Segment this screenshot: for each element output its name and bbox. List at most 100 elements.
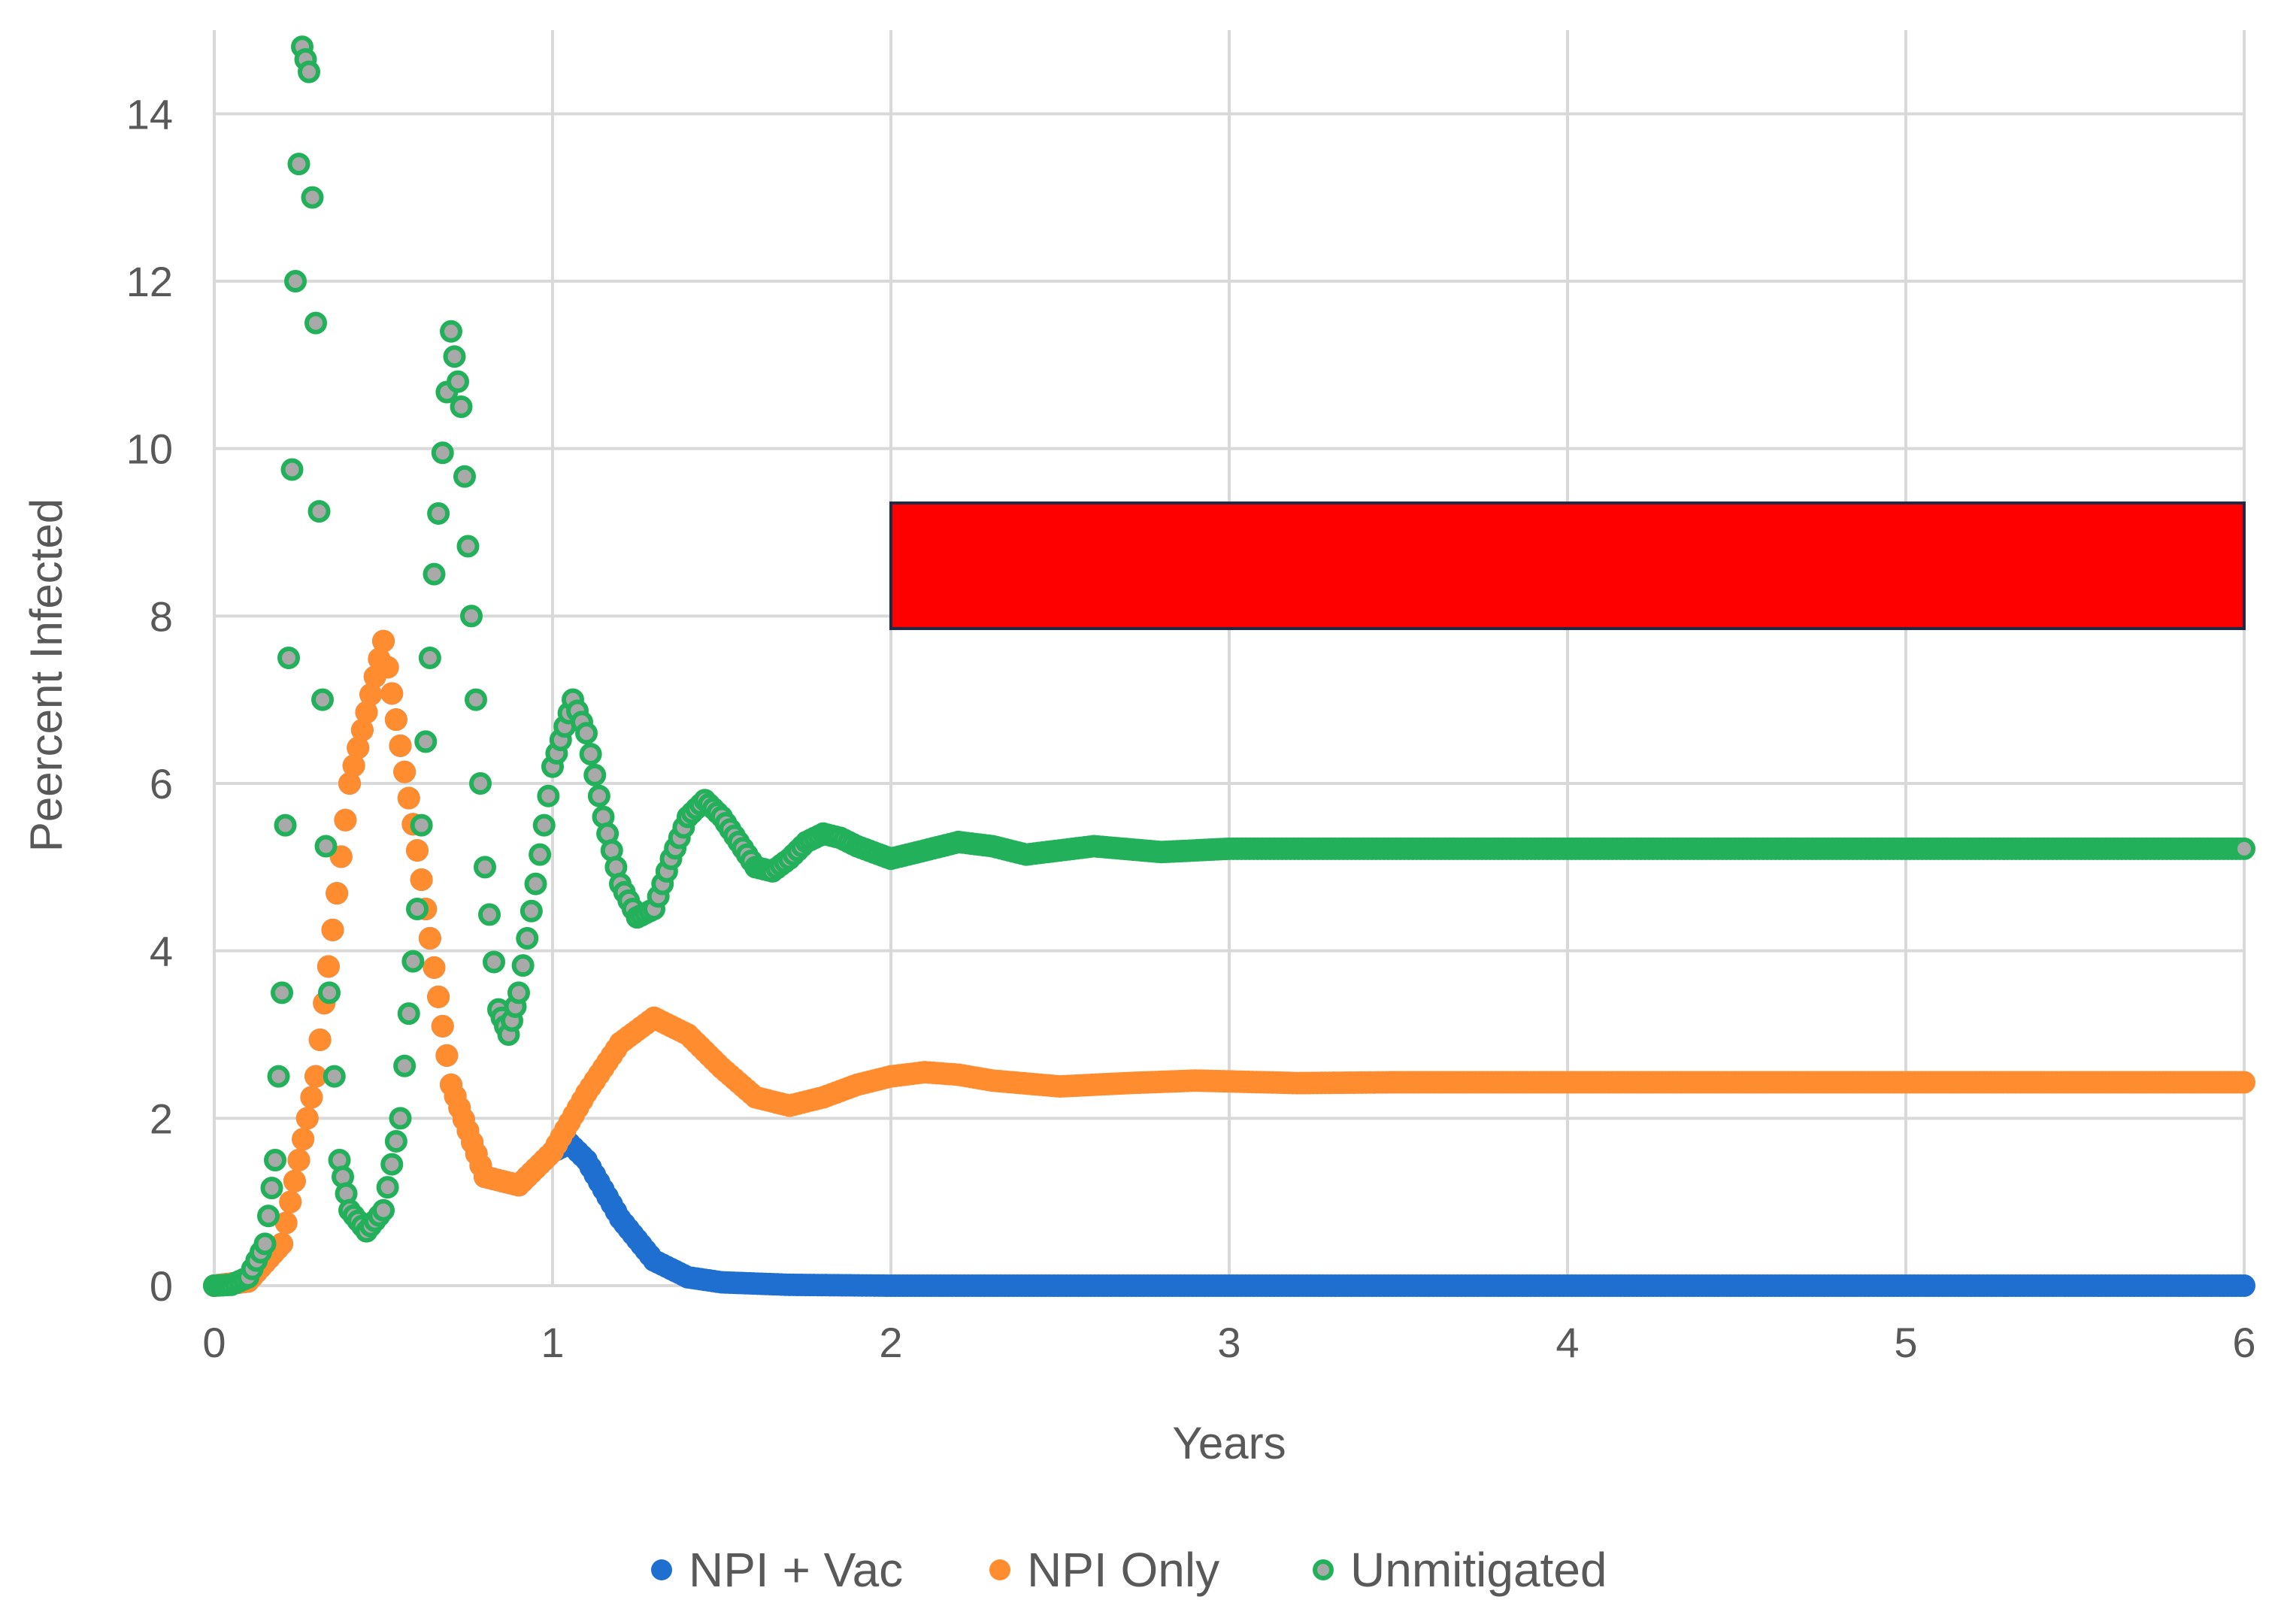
legend: NPI + Vac NPI Only Unmitigated — [651, 1543, 1607, 1597]
legend-item: NPI Only — [989, 1543, 1219, 1597]
data-point — [372, 629, 395, 653]
x-tick-label: 3 — [1217, 1319, 1240, 1366]
data-point — [342, 754, 365, 777]
data-point — [274, 814, 297, 837]
data-point — [397, 1002, 420, 1026]
data-point — [2233, 1071, 2255, 1094]
y-tick-label: 0 — [150, 1262, 173, 1310]
y-tick-label: 12 — [126, 258, 173, 305]
data-point — [456, 535, 480, 558]
data-point — [384, 708, 407, 732]
data-point — [532, 814, 556, 837]
data-point — [355, 701, 378, 724]
data-point — [507, 981, 530, 1004]
data-point — [260, 1177, 283, 1200]
data-point — [583, 763, 607, 786]
data-point — [307, 500, 331, 523]
data-point — [376, 1176, 399, 1199]
data-point — [483, 950, 505, 974]
data-point — [2233, 1274, 2255, 1297]
data-point — [279, 1190, 302, 1213]
legend-marker — [989, 1559, 1010, 1580]
data-point — [301, 186, 324, 209]
data-point — [317, 955, 340, 978]
data-point — [447, 370, 469, 393]
data-point — [406, 839, 429, 862]
y-tick-label: 8 — [150, 592, 173, 640]
data-point — [287, 153, 310, 176]
data-point — [427, 501, 450, 525]
data-point — [423, 562, 446, 586]
data-point — [431, 441, 454, 465]
y-tick-label: 2 — [150, 1095, 173, 1142]
data-point — [300, 1086, 323, 1109]
y-tick-label: 10 — [126, 426, 173, 473]
data-point — [511, 954, 535, 977]
y-axis-title: Peercent Infected — [21, 498, 71, 852]
data-point — [414, 730, 438, 753]
data-point — [287, 1149, 310, 1171]
data-point — [338, 772, 361, 795]
data-point — [318, 981, 341, 1004]
series-npi-only — [203, 629, 2255, 1297]
data-point — [410, 814, 433, 837]
legend-item: NPI + Vac — [651, 1543, 903, 1597]
data-point — [380, 1153, 404, 1176]
data-point — [587, 784, 610, 807]
series-unmitigated — [203, 35, 2255, 1297]
data-point — [323, 1065, 346, 1088]
data-point — [418, 647, 441, 669]
data-point — [284, 270, 307, 292]
y-tick-label: 4 — [150, 928, 173, 975]
legend-item: Unmitigated — [1313, 1543, 1607, 1597]
data-point — [575, 722, 598, 745]
legend-marker — [651, 1559, 672, 1580]
data-point — [359, 683, 383, 706]
data-point — [450, 395, 473, 418]
y-tick-label: 6 — [150, 760, 173, 807]
data-point — [372, 1198, 395, 1222]
data-point — [418, 926, 441, 950]
data-point — [326, 882, 349, 905]
data-point — [304, 311, 327, 335]
data-point — [389, 734, 412, 757]
legend-label: NPI + Vac — [689, 1543, 903, 1597]
data-point — [520, 899, 543, 923]
data-point — [298, 60, 320, 83]
data-point — [397, 786, 420, 810]
data-point — [384, 1129, 407, 1153]
data-point — [304, 1065, 327, 1088]
data-point — [350, 719, 374, 742]
data-point — [474, 856, 496, 879]
data-point — [460, 604, 483, 628]
data-point — [334, 808, 357, 832]
data-point — [406, 898, 429, 920]
legend-marker — [1313, 1559, 1334, 1580]
data-point — [271, 981, 293, 1004]
data-point — [267, 1065, 290, 1088]
data-point — [427, 985, 450, 1008]
data-point — [376, 656, 399, 679]
data-point — [393, 1054, 417, 1077]
data-point — [469, 772, 492, 795]
x-tick-label: 0 — [202, 1319, 226, 1366]
data-point — [347, 736, 370, 759]
data-point — [401, 950, 425, 973]
x-tick-label: 4 — [1556, 1319, 1579, 1366]
data-point — [321, 918, 344, 941]
data-point — [264, 1149, 286, 1171]
highlight-rectangle — [889, 501, 2246, 631]
legend-label: NPI Only — [1027, 1543, 1219, 1597]
x-tick-label: 2 — [879, 1319, 902, 1366]
x-tick-label: 5 — [1894, 1319, 1917, 1366]
data-point — [283, 1169, 306, 1192]
data-point — [423, 956, 446, 979]
data-point — [274, 1211, 298, 1235]
x-tick-label: 1 — [541, 1319, 564, 1366]
y-tick-label: 14 — [126, 90, 173, 138]
x-axis-title: Years — [1172, 1418, 1286, 1468]
data-point — [478, 903, 501, 926]
data-point — [257, 1204, 280, 1228]
